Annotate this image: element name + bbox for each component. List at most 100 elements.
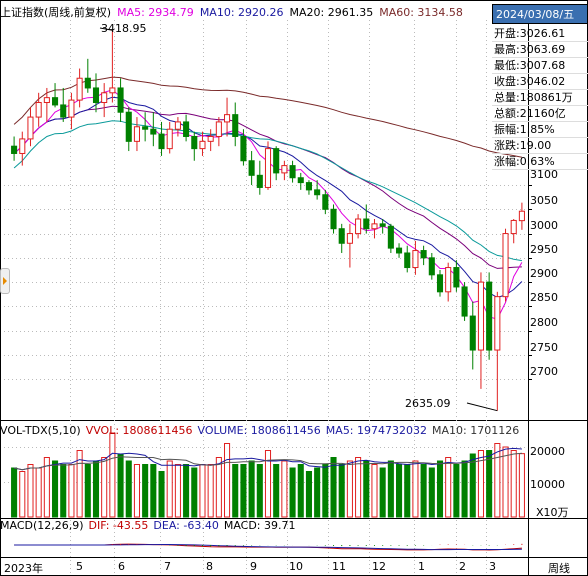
candle-body (322, 194, 329, 210)
info-amplitude: 振幅:1.85% (492, 122, 588, 138)
x-tick: 8 (206, 560, 213, 573)
x-tick: 10 (289, 560, 303, 573)
volume-bar (11, 467, 18, 518)
candle-body (510, 219, 517, 235)
volume-bar (371, 464, 378, 518)
info-low: 最低:3007.68 (492, 58, 588, 74)
candle-body (281, 165, 288, 174)
volume-bar (273, 464, 280, 518)
candle-body (199, 140, 206, 150)
volume-bar (256, 464, 263, 518)
volume-bar (248, 460, 255, 518)
volume-bar (363, 460, 370, 518)
volume-bar (322, 464, 329, 518)
price-tick: 2900 (530, 267, 558, 280)
macd-indicator-title[interactable]: MACD(12,26,9) (0, 519, 84, 532)
candle-body (174, 121, 181, 130)
volume-header: VOL-TDX(5,10) VVOL: 1808611456 VOLUME: 180… (0, 424, 524, 437)
volume-bar (142, 464, 149, 518)
volume-bar (133, 464, 140, 518)
candle-body (150, 128, 157, 135)
candle-body (453, 267, 460, 288)
volume-bar (289, 467, 296, 518)
volume-bar (43, 457, 50, 518)
low-annotation-arrow (466, 402, 498, 412)
x-tick: 2 (459, 560, 466, 573)
volume-bar (60, 464, 67, 518)
volume-bar (215, 457, 222, 518)
period-label[interactable]: 周线 (548, 562, 570, 575)
info-open: 开盘:3026.61 (492, 26, 588, 42)
volume-bar (264, 450, 272, 518)
high-annotation-arrow (99, 27, 113, 31)
price-tick: 3050 (530, 194, 558, 207)
candle-body (166, 128, 173, 150)
price-tick: 2800 (530, 316, 558, 329)
volume-bar (453, 464, 460, 518)
candle-body (52, 97, 59, 106)
volume-bar (101, 457, 108, 518)
candle-body (346, 233, 353, 244)
volume-bar (461, 460, 468, 518)
candle-body (494, 296, 501, 351)
ma60-label: MA60: 3134.58 (379, 6, 463, 19)
candle-body (84, 77, 91, 89)
candle-body (101, 92, 108, 104)
volume-bar (404, 464, 411, 518)
x-tick: 7 (164, 560, 171, 573)
candle-body (469, 315, 476, 351)
candle-body (133, 126, 140, 142)
volume-bar (502, 446, 509, 518)
info-panel: 2024/03/08/五 开盘:3026.61 最高:3063.69 最低:30… (492, 4, 588, 170)
candle-body (215, 121, 222, 137)
candle-body (264, 148, 272, 188)
info-change-pct: 涨幅:0.63% (492, 154, 588, 170)
candle-body (289, 165, 296, 179)
ma-long-line (13, 120, 522, 262)
info-high: 最高:3063.69 (492, 42, 588, 58)
volume-bar (174, 464, 181, 518)
expand-panel-button[interactable] (0, 268, 10, 294)
vol-ma10-label: MA10: 1701126 (432, 424, 520, 437)
volume-bar (420, 464, 427, 518)
volume-bar (166, 460, 173, 518)
candle-body (420, 250, 427, 259)
candle-body (158, 133, 165, 150)
x-tick: 5 (76, 560, 83, 573)
volume-bar (232, 464, 239, 518)
volume-bar (199, 464, 206, 518)
volume-ma10-line (13, 452, 522, 471)
volume-indicator-title[interactable]: VOL-TDX(5,10) (0, 424, 81, 437)
volume-bar (510, 450, 517, 518)
volume-bar (355, 457, 362, 518)
candle-body (461, 286, 468, 317)
candle-body (371, 223, 378, 230)
chart-title: 上证指数(周线,前复权) (0, 6, 112, 19)
volume-bar (35, 467, 42, 518)
candle-body (19, 138, 26, 154)
volume-bar (477, 450, 484, 518)
ma20-label: MA20: 2961.35 (289, 6, 374, 19)
candle-body (240, 135, 247, 162)
dea-label: DEA: -63.40 (153, 519, 219, 532)
candle-body (387, 225, 394, 249)
info-volume: 总量:180861万 (492, 90, 588, 106)
volume-bar (494, 443, 501, 518)
candle-body (273, 148, 280, 174)
candle-body (27, 116, 34, 140)
volume-bar (27, 464, 34, 518)
volume-bar (150, 464, 157, 518)
candle-body (363, 218, 370, 230)
price-tick: 2850 (530, 291, 558, 304)
candle-body (11, 145, 18, 154)
high-annotation: 3418.95 (101, 22, 147, 35)
volume-label: VOLUME: 1808611456 (197, 424, 321, 437)
vvol-label: VVOL: 1808611456 (85, 424, 193, 437)
candle-body (338, 228, 345, 244)
candle-body (68, 99, 75, 118)
vol-ma5-label: MA5: 1974732032 (325, 424, 427, 437)
volume-bar (125, 460, 132, 518)
candle-body (183, 121, 190, 137)
candle-body (379, 223, 386, 227)
